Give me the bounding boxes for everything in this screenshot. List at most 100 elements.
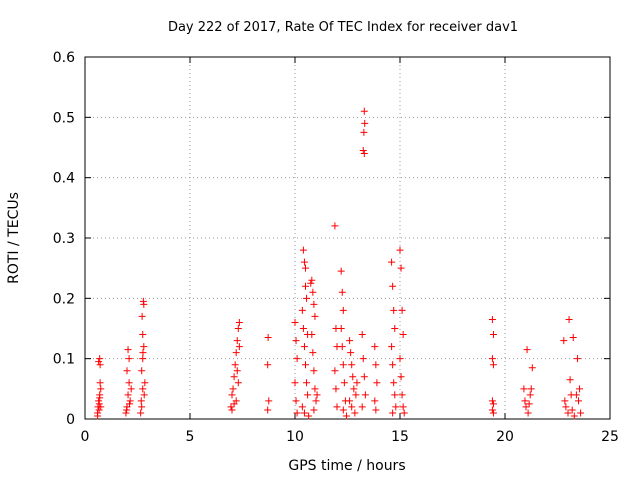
data-point bbox=[520, 385, 528, 393]
data-point bbox=[234, 379, 242, 387]
data-point bbox=[139, 385, 147, 393]
x-tick-label: 25 bbox=[601, 429, 619, 445]
data-point bbox=[391, 391, 399, 399]
grid bbox=[85, 57, 610, 419]
data-point bbox=[373, 379, 381, 387]
data-point bbox=[396, 246, 404, 254]
data-point bbox=[140, 343, 148, 351]
data-point bbox=[348, 403, 356, 411]
data-point bbox=[352, 391, 360, 399]
data-point bbox=[96, 379, 104, 387]
y-tick-label: 0 bbox=[66, 412, 75, 428]
data-point bbox=[232, 349, 240, 357]
data-point bbox=[398, 306, 406, 314]
data-point bbox=[233, 367, 241, 375]
data-point bbox=[371, 397, 379, 405]
data-point bbox=[568, 406, 576, 414]
x-tick-label: 5 bbox=[186, 429, 195, 445]
data-point bbox=[140, 391, 148, 399]
data-point bbox=[561, 397, 569, 405]
data-point bbox=[399, 403, 407, 411]
data-point bbox=[348, 361, 356, 369]
data-point bbox=[298, 306, 306, 314]
data-point bbox=[350, 385, 358, 393]
data-point bbox=[331, 367, 339, 375]
data-point bbox=[523, 346, 531, 354]
data-point bbox=[228, 406, 236, 414]
data-point bbox=[337, 267, 345, 275]
data-point bbox=[388, 343, 396, 351]
data-point bbox=[300, 258, 308, 266]
data-point bbox=[359, 355, 367, 363]
data-point bbox=[566, 376, 574, 384]
data-point bbox=[398, 391, 406, 399]
y-tick-label: 0.5 bbox=[53, 110, 75, 126]
data-point bbox=[307, 279, 315, 287]
y-tick-label: 0.3 bbox=[53, 231, 75, 247]
data-point bbox=[230, 373, 238, 381]
data-point bbox=[361, 119, 369, 127]
data-point bbox=[353, 379, 361, 387]
data-point bbox=[305, 412, 313, 420]
y-axis-label: ROTI / TECUs bbox=[6, 192, 22, 284]
data-point bbox=[332, 385, 340, 393]
data-point bbox=[525, 400, 533, 408]
data-point bbox=[139, 355, 147, 363]
data-point bbox=[124, 346, 132, 354]
data-point bbox=[125, 379, 133, 387]
data-point bbox=[126, 400, 134, 408]
data-point bbox=[577, 409, 585, 417]
data-point bbox=[97, 403, 105, 411]
data-point bbox=[488, 397, 496, 405]
data-point bbox=[360, 107, 368, 115]
data-point bbox=[309, 288, 317, 296]
data-point bbox=[141, 379, 149, 387]
data-point bbox=[361, 391, 369, 399]
data-point bbox=[126, 397, 134, 405]
data-point bbox=[575, 397, 582, 405]
data-point bbox=[338, 288, 346, 296]
data-point bbox=[122, 409, 130, 417]
data-point bbox=[291, 318, 299, 326]
data-point bbox=[488, 315, 496, 323]
x-tick-label: 15 bbox=[391, 429, 409, 445]
data-point bbox=[573, 355, 581, 363]
data-point bbox=[300, 343, 308, 351]
data-point bbox=[396, 355, 404, 363]
data-point bbox=[231, 361, 239, 369]
data-point bbox=[310, 406, 318, 414]
data-point bbox=[96, 361, 104, 369]
data-point bbox=[346, 397, 354, 405]
data-point bbox=[293, 355, 301, 363]
data-point bbox=[139, 331, 147, 339]
data-point bbox=[489, 400, 497, 408]
data-point bbox=[388, 258, 396, 266]
data-point bbox=[302, 282, 309, 290]
data-point bbox=[390, 379, 398, 387]
data-point bbox=[298, 403, 306, 411]
data-point bbox=[95, 400, 103, 408]
data-point bbox=[349, 373, 357, 381]
data-point bbox=[139, 349, 147, 357]
data-point bbox=[293, 409, 301, 417]
data-point bbox=[308, 276, 316, 284]
data-point bbox=[265, 397, 273, 405]
data-point bbox=[372, 361, 380, 369]
chart-title: Day 222 of 2017, Rate Of TEC Index for r… bbox=[168, 20, 518, 35]
data-point bbox=[312, 397, 320, 405]
data-point bbox=[392, 403, 400, 411]
data-point bbox=[96, 355, 104, 363]
data-point bbox=[233, 337, 241, 345]
data-point bbox=[521, 397, 529, 405]
data-point bbox=[360, 373, 368, 381]
data-point bbox=[331, 222, 339, 230]
x-tick-label: 10 bbox=[286, 429, 304, 445]
data-point bbox=[302, 264, 309, 272]
data-point bbox=[97, 385, 105, 393]
data-point bbox=[340, 379, 348, 387]
data-point bbox=[299, 325, 307, 332]
data-point bbox=[264, 361, 272, 369]
data-point bbox=[235, 343, 243, 351]
data-point bbox=[351, 409, 359, 417]
